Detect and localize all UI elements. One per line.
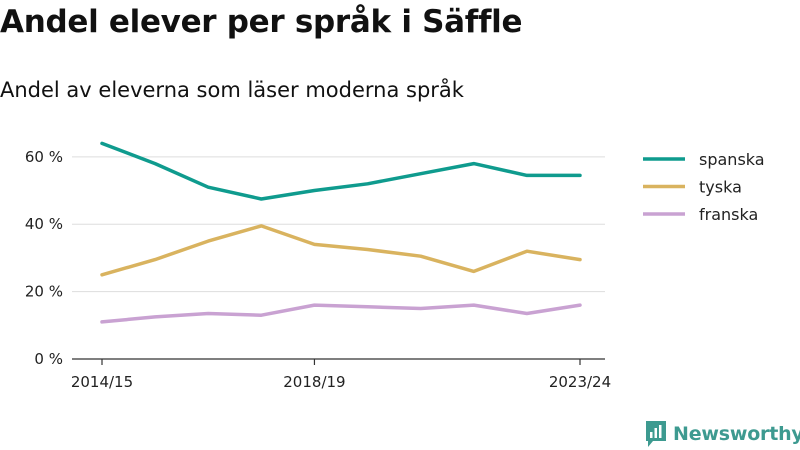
- brand-name: Newsworthy: [673, 423, 800, 445]
- brand-logo: Newsworthy: [645, 420, 800, 448]
- y-tick-label: 40 %: [25, 215, 63, 233]
- y-tick-label: 20 %: [25, 283, 63, 301]
- x-tick-label: 2018/19: [283, 373, 345, 391]
- x-axis: 2014/15 2018/19 2023/24: [71, 358, 611, 391]
- x-tick-label: 2014/15: [71, 373, 133, 391]
- legend-label-spanska: spanska: [699, 150, 765, 169]
- grid-lines: [72, 156, 605, 293]
- series-line-franska: [100, 303, 582, 324]
- y-axis-tick-labels: 0 % 20 % 40 % 60 %: [25, 148, 63, 368]
- legend-label-franska: franska: [699, 205, 758, 224]
- x-tick-label: 2023/24: [549, 373, 611, 391]
- series-line-tyska: [100, 224, 582, 277]
- y-tick-label: 60 %: [25, 148, 63, 166]
- y-tick-label: 0 %: [34, 350, 63, 368]
- legend: spanska tyska franska: [643, 150, 765, 224]
- chart-subtitle: Andel av eleverna som läser moderna språ…: [0, 78, 464, 102]
- series-lines: [100, 141, 582, 324]
- series-line-spanska: [100, 141, 582, 201]
- chart-title: Andel elever per språk i Säffle: [0, 4, 523, 40]
- line-chart: 0 % 20 % 40 % 60 % 2014/15 2018/19 2023/24 sp…: [25, 141, 765, 391]
- newsworthy-logo-icon: [646, 421, 666, 447]
- legend-label-tyska: tyska: [699, 178, 742, 197]
